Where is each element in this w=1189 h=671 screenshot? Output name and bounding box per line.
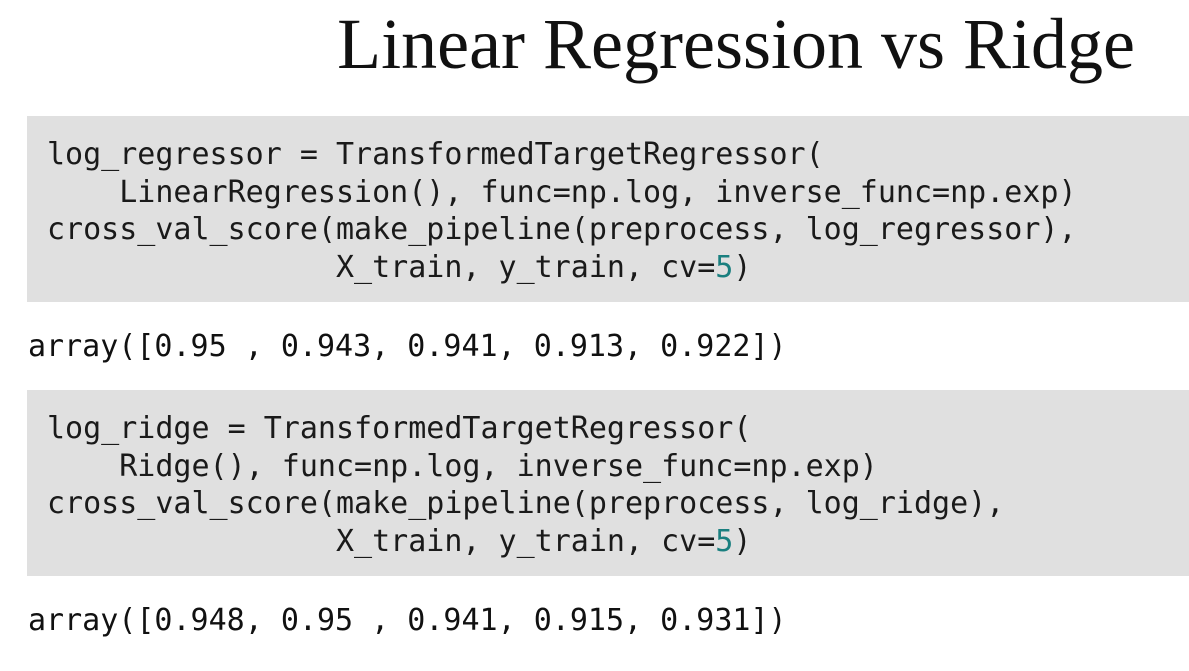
code-line: X_train, y_train, cv=5) [47, 523, 1189, 561]
code-line: LinearRegression(), func=np.log, inverse… [47, 174, 1077, 210]
code-text: ) [733, 249, 752, 285]
code-line: cross_val_score(make_pipeline(preprocess… [47, 486, 1005, 521]
code-line: log_ridge = TransformedTargetRegressor( [47, 411, 752, 446]
code-cell-linear-regression: log_regressor = TransformedTargetRegress… [27, 116, 1189, 302]
code-text: ) [733, 523, 752, 559]
cell-output-linear-regression: array([0.95 , 0.943, 0.941, 0.913, 0.922… [28, 329, 787, 364]
code-text: X_train, y_train, cv= [47, 523, 716, 559]
code-text: X_train, y_train, cv= [47, 249, 716, 285]
code-line: Ridge(), func=np.log, inverse_func=np.ex… [47, 448, 878, 484]
number-literal: 5 [715, 249, 734, 285]
cell-output-ridge: array([0.948, 0.95 , 0.941, 0.915, 0.931… [28, 603, 787, 638]
code-line: X_train, y_train, cv=5) [47, 249, 1189, 287]
code-cell-ridge: log_ridge = TransformedTargetRegressor( … [27, 390, 1189, 576]
number-literal: 5 [715, 523, 734, 559]
code-line: cross_val_score(make_pipeline(preprocess… [47, 212, 1077, 247]
slide-title: Linear Regression vs Ridge [337, 4, 1135, 84]
code-line: log_regressor = TransformedTargetRegress… [47, 137, 824, 172]
